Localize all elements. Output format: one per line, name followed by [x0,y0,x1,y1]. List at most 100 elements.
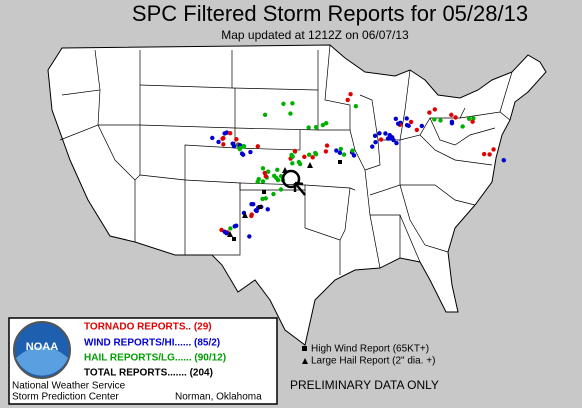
report-dot [281,101,286,107]
report-dot [370,144,375,149]
report-dot [320,122,326,128]
report-dot [491,147,496,152]
report-dot [275,167,280,173]
report-dot [393,116,399,122]
report-dot [470,119,475,124]
large-hail-mark [307,162,313,168]
report-dot [306,125,311,130]
report-dot [395,121,401,126]
report-dot [260,166,266,171]
report-dot [210,135,215,141]
report-dot [324,143,330,148]
large-hail-mark [227,231,233,237]
report-dot [278,187,284,192]
report-dot [234,137,239,142]
report-dot [249,213,254,219]
office: National Weather Service [12,381,126,392]
hail-count: HAIL REPORTS/LG...... (90/12) [84,353,226,364]
large-hail-key: Large Hail Report (2" dia. +) [311,356,435,367]
report-dot [345,97,350,103]
report-dot [453,115,458,120]
report-dot [265,207,270,212]
legend-box: NOAA TORNADO REPORTS.. (29) WIND REPORTS… [8,317,278,405]
total-count: TOTAL REPORTS....... (204) [84,368,213,379]
report-dot [302,154,307,160]
office: Storm Prediction Center [12,392,119,403]
report-dot [313,124,319,130]
report-dot [419,123,425,129]
report-dot [373,140,378,145]
report-dot [341,152,347,157]
report-dot [449,119,455,124]
report-dot [337,150,343,156]
logo-text: NOAA [26,341,58,353]
report-dot [408,119,414,125]
report-dot [216,139,221,145]
report-dot [306,152,312,157]
report-dot [248,149,253,155]
report-dot [228,226,233,231]
report-dot [313,150,318,156]
report-dot [262,112,268,117]
square-key [302,346,307,351]
report-dot [292,148,298,154]
large-hail-mark [242,212,248,218]
report-dot [338,146,344,152]
report-dot [372,133,378,139]
report-dot [348,91,353,97]
report-dot [247,234,252,239]
report-dot [240,152,246,157]
report-dot [404,116,409,121]
report-dot [251,202,256,207]
report-dot [350,148,355,153]
report-dot [253,208,259,213]
report-dot [290,154,295,159]
report-dot [466,116,472,121]
report-dot [414,127,420,133]
high-wind-mark [338,160,342,164]
title: SPC Filtered Storm Reports for 05/28/13 [132,1,528,26]
report-dot [351,153,357,158]
high-wind-key: High Wind Report (65KT+) [311,344,429,355]
cursor [281,169,306,196]
report-dot [324,120,329,126]
report-dot [265,169,271,174]
report-dot [230,141,235,146]
report-dot [432,117,437,122]
report-dot [487,152,492,157]
report-dot [290,101,295,106]
report-dot [353,104,359,109]
report-dot [383,131,388,136]
report-dot [297,161,303,167]
report-dot [471,116,476,121]
subtitle: Map updated at 1212Z on 06/07/13 [221,28,409,42]
report-dot [501,158,507,163]
tornado-count: TORNADO REPORTS.. (29) [84,322,212,333]
report-dot [241,144,247,149]
report-dot [427,110,432,115]
report-dot [260,179,266,184]
high-wind-mark [232,237,236,241]
report-dot [334,148,339,153]
report-dot [406,123,411,128]
report-dot [222,131,227,136]
report-dot [377,131,382,136]
report-dot [385,136,391,141]
report-dot [323,149,329,154]
report-dot [232,224,237,229]
reports [210,91,507,241]
report-dot [237,146,242,152]
report-dot [220,136,225,141]
wind-count: WIND REPORTS/HI...... (85/2) [84,338,220,349]
city: Norman, Oklahoma [175,392,262,403]
report-dot [260,196,265,202]
report-dot [389,135,395,140]
report-dot [271,191,276,197]
report-dot [255,144,260,149]
triangle-key [302,358,308,364]
high-wind-mark [258,205,262,209]
report-dot [263,174,268,179]
report-dot [378,137,384,142]
report-dot [224,231,229,236]
